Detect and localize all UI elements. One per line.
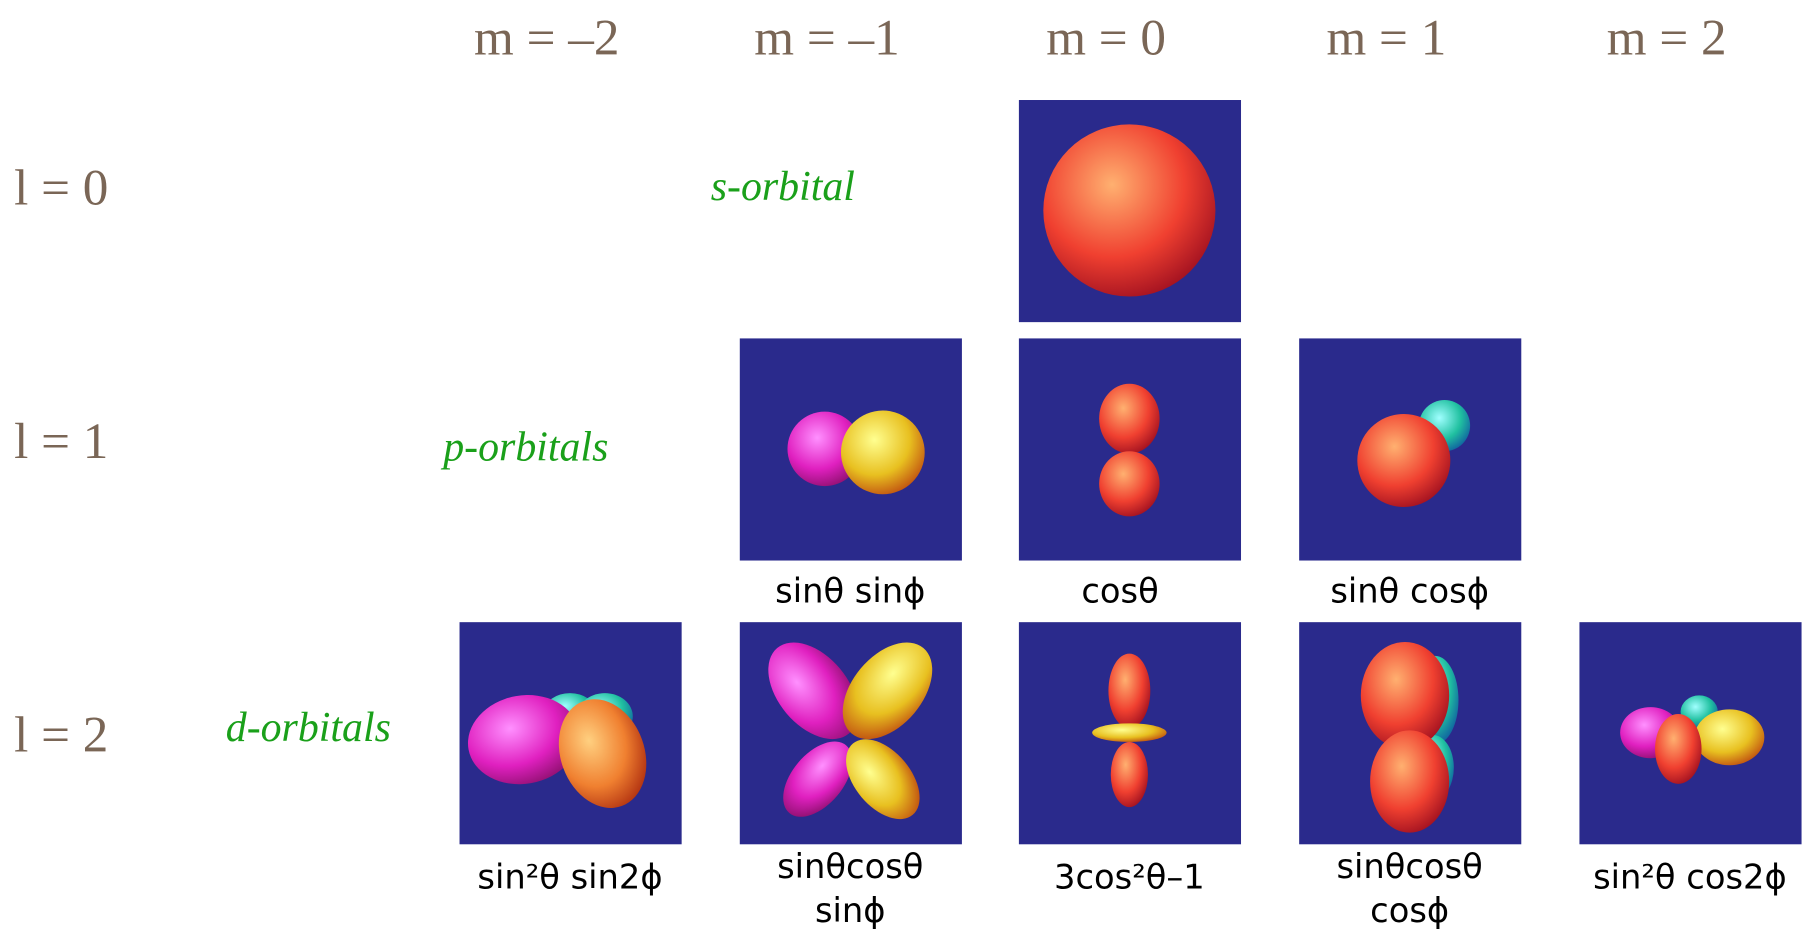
row-label: l = 0: [14, 160, 108, 217]
lobe: [1357, 414, 1450, 507]
angular-formula: sinθcosθ: [777, 847, 923, 886]
orbital-group-label: d-orbitals: [226, 705, 391, 751]
row-label: l = 2: [14, 706, 108, 763]
orbital-image: [1299, 338, 1521, 560]
orbital-group-label: s-orbital: [711, 164, 855, 210]
angular-formula: sin²θ cos2ϕ: [1593, 857, 1787, 896]
angular-formula: sinθcosθ: [1336, 847, 1482, 886]
column-header: m = 1: [1326, 10, 1446, 67]
angular-formula: sinθ sinϕ: [775, 571, 925, 610]
column-header: m = –1: [754, 10, 899, 67]
lobe: [1108, 654, 1150, 728]
angular-formula: cosθ: [1081, 571, 1158, 610]
orbital-image: [1019, 100, 1241, 322]
column-header: m = 2: [1607, 10, 1727, 67]
lobe: [1695, 709, 1765, 765]
orbital-image: [740, 622, 962, 844]
lobe: [1092, 723, 1166, 742]
orbital-image: [1299, 622, 1521, 844]
angular-formula: 3cos²θ–1: [1054, 857, 1205, 896]
lobe: [1099, 451, 1159, 516]
angular-formula: sinϕ: [815, 891, 886, 930]
orbital-image: [740, 338, 962, 560]
orbital-image: [1019, 338, 1241, 560]
lobe: [1099, 384, 1159, 454]
orbital-image: [1579, 622, 1801, 844]
angular-formula: sin²θ sin2ϕ: [477, 857, 662, 896]
row-label: l = 1: [14, 413, 108, 470]
lobe: [1043, 124, 1215, 296]
column-header: m = 0: [1046, 10, 1166, 67]
angular-formula: sinθ cosϕ: [1330, 571, 1489, 610]
orbital-image: [1019, 622, 1241, 844]
lobe: [1111, 742, 1148, 807]
angular-formula: cosϕ: [1370, 891, 1449, 930]
orbital-image: [460, 622, 682, 844]
lobe: [1655, 714, 1702, 784]
lobe: [841, 411, 925, 495]
orbital-group-label: p-orbitals: [440, 425, 608, 471]
lobe: [1370, 730, 1449, 832]
orbital-diagram: m = –2 m = –1 m = 0 m = 1 m = 2 l = 0 s-orbita…: [0, 0, 1818, 935]
column-header: m = –2: [474, 10, 619, 67]
